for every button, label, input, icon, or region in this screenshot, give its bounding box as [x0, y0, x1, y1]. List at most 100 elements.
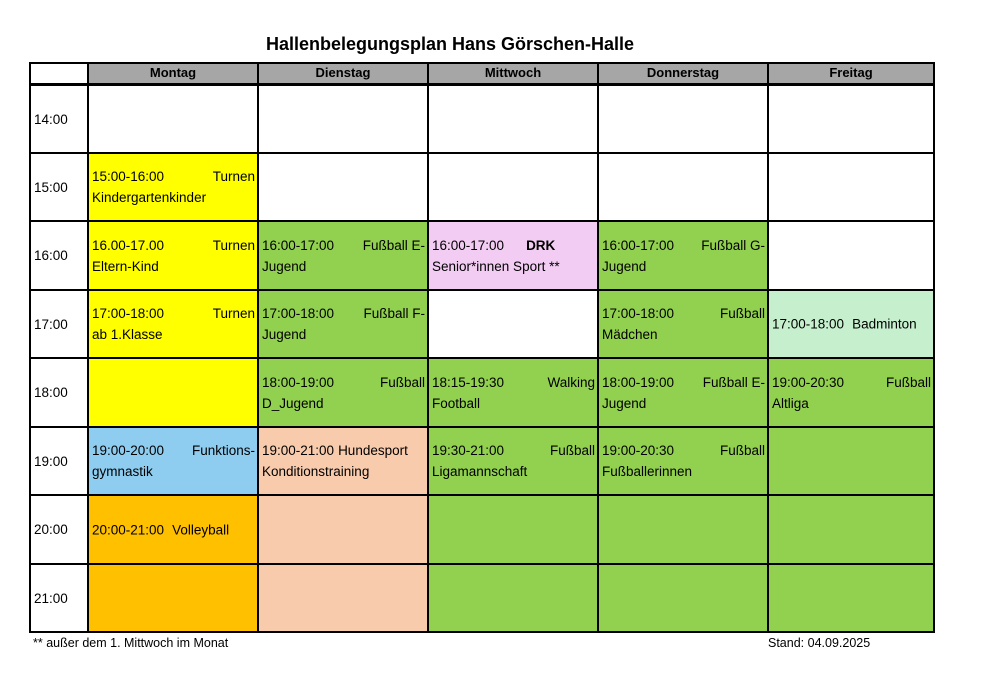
booking-mo-continued: [89, 565, 257, 631]
booking-detail: Football: [432, 395, 481, 411]
booking-mi-walking-football: 18:15-19:30 Walking Football: [429, 359, 597, 426]
schedule-table: Montag Dienstag Mittwoch Donnerstag Frei…: [29, 62, 935, 633]
empty-slot: [599, 154, 767, 220]
time-label: 17:00: [31, 291, 87, 357]
booking-label: Volleyball: [172, 522, 230, 537]
booking-di-hundesport: 19:00-21:00 Hundesport Konditionstraining: [259, 428, 427, 494]
booking-fr-continued: [769, 496, 933, 563]
time-label: 20:00: [31, 496, 87, 563]
booking-detail: Fußballerinnen: [602, 464, 693, 479]
booking-time: 16.00-17.00: [92, 237, 165, 253]
booking-detail: Altliga: [772, 395, 809, 411]
booking-time: 16:00-17:00: [432, 237, 505, 253]
booking-mo-volleyball: 20:00-21:00 Volleyball: [89, 496, 257, 563]
booking-detail: Mädchen: [602, 327, 658, 342]
booking-di-fussball-d-jugend: 18:00-19:00 Fußball D_Jugend: [259, 359, 427, 426]
booking-time: 18:00-19:00: [602, 374, 675, 390]
time-label: 21:00: [31, 565, 87, 631]
header-montag: Montag: [89, 64, 257, 83]
booking-mo-turnen-continued: [89, 359, 257, 426]
time-label: 14:00: [31, 86, 87, 152]
empty-slot: [769, 154, 933, 220]
booking-time: 19:30-21:00: [432, 443, 505, 458]
booking-do-fussballerinnen: 19:00-20:30 Fußball Fußballerinnen: [599, 428, 767, 494]
booking-label: Fußball: [719, 306, 765, 321]
booking-di-continued: [259, 496, 427, 563]
booking-time: 18:00-19:00: [262, 374, 335, 390]
booking-fr-continued: [769, 428, 933, 494]
booking-label: Fußball E-: [702, 374, 765, 390]
booking-di-fussball-f-jugend: 17:00-18:00 Fußball F- Jugend: [259, 291, 427, 357]
footnote: ** außer dem 1. Mittwoch im Monat: [33, 636, 229, 650]
page-title: Hallenbelegungsplan Hans Görschen-Halle: [265, 34, 635, 54]
booking-label: Fußball: [379, 374, 425, 390]
booking-mo-turnen-eltern-kind: 16.00-17.00 Turnen Eltern-Kind: [89, 222, 257, 289]
booking-fr-continued: [769, 565, 933, 631]
booking-do-continued: [599, 565, 767, 631]
booking-label: Hundesport: [338, 443, 408, 458]
booking-label: Walking: [547, 374, 595, 390]
empty-slot: [89, 86, 257, 152]
booking-time: 19:00-20:30: [772, 374, 845, 390]
booking-fr-badminton: 17:00-18:00 Badminton: [769, 291, 933, 357]
booking-do-fussball-e-jugend: 18:00-19:00 Fußball E- Jugend: [599, 359, 767, 426]
booking-di-continued: [259, 565, 427, 631]
empty-slot: [259, 154, 427, 220]
booking-time: 16:00-17:00: [262, 237, 335, 253]
booking-time: 17:00-18:00: [92, 306, 165, 321]
booking-do-fussball-g-jugend: 16:00-17:00 Fußball G- Jugend: [599, 222, 767, 289]
booking-label: DRK: [526, 237, 556, 253]
booking-mo-turnen-ab-1-klasse: 17:00-18:00 Turnen ab 1.Klasse: [89, 291, 257, 357]
booking-detail: Jugend: [602, 395, 647, 411]
booking-label: Fußball G-: [701, 237, 765, 253]
header-freitag: Freitag: [769, 64, 933, 83]
booking-time: 18:15-19:30: [432, 374, 505, 390]
booking-time: 19:00-21:00: [262, 443, 335, 458]
booking-mi-continued: [429, 565, 597, 631]
booking-time: 17:00-18:00: [602, 306, 675, 321]
booking-label: Fußball E-: [362, 237, 425, 253]
booking-mo-funktionsgymnastik: 19:00-20:00 Funktions- gymnastik: [89, 428, 257, 494]
time-label: 16:00: [31, 222, 87, 289]
booking-mi-continued: [429, 496, 597, 563]
booking-do-continued: [599, 496, 767, 563]
booking-time: 20:00-21:00: [92, 522, 165, 537]
booking-detail: Konditionstraining: [262, 464, 370, 479]
booking-time: 17:00-18:00: [262, 306, 335, 321]
booking-mi-drk-senioren: 16:00-17:00 DRK Senior*innen Sport **: [429, 222, 597, 289]
booking-time: 17:00-18:00: [772, 316, 845, 332]
header-donnerstag: Donnerstag: [599, 64, 767, 83]
booking-detail: Jugend: [262, 258, 307, 274]
booking-label: Funktions-: [191, 443, 255, 458]
booking-time: 16:00-17:00: [602, 237, 675, 253]
booking-label: Fußball: [549, 443, 595, 458]
booking-detail: Ligamannschaft: [432, 464, 528, 479]
empty-slot: [429, 86, 597, 152]
empty-slot: [259, 86, 427, 152]
booking-mi-fussball-ligamannschaft: 19:30-21:00 Fußball Ligamannschaft: [429, 428, 597, 494]
booking-label: Fußball: [885, 374, 931, 390]
time-label: 15:00: [31, 154, 87, 220]
booking-detail: Kindergartenkinder: [92, 190, 207, 205]
booking-label: Turnen: [212, 237, 255, 253]
booking-fr-fussball-altliga: 19:00-20:30 Fußball Altliga: [769, 359, 933, 426]
booking-di-fussball-e-jugend: 16:00-17:00 Fußball E- Jugend: [259, 222, 427, 289]
booking-time: 15:00-16:00: [92, 169, 165, 184]
stand-date: Stand: 04.09.2025: [768, 636, 871, 650]
time-label: 18:00: [31, 359, 87, 426]
booking-label: Turnen: [212, 306, 255, 321]
booking-time: 19:00-20:00: [92, 443, 165, 458]
header-mittwoch: Mittwoch: [429, 64, 597, 83]
empty-slot: [769, 222, 933, 289]
booking-detail: ab 1.Klasse: [92, 327, 163, 342]
empty-slot: [769, 86, 933, 152]
empty-slot: [429, 154, 597, 220]
empty-slot: [429, 291, 597, 357]
booking-detail: gymnastik: [92, 464, 153, 479]
booking-label: Fußball F-: [363, 306, 425, 321]
header-dienstag: Dienstag: [259, 64, 427, 83]
booking-label: Badminton: [852, 316, 917, 332]
booking-label: Turnen: [212, 169, 255, 184]
booking-detail: Jugend: [602, 258, 647, 274]
time-label: 19:00: [31, 428, 87, 494]
